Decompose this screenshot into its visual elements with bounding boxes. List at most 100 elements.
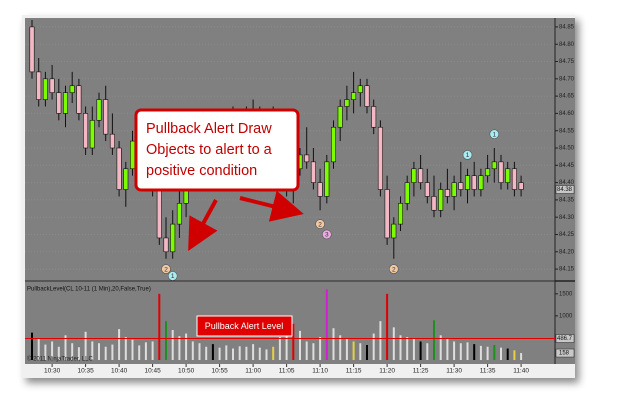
volume-bar [386,293,389,360]
candle-body [317,182,323,197]
volume-bar [218,347,221,360]
volume-bar [466,342,469,360]
y-tick-label: 84.85 [559,24,575,30]
candle-body [56,92,62,114]
candle-body [471,175,477,190]
candle-body [170,223,176,253]
last-price-label: 84.38 [557,187,573,193]
volume-bar [372,333,375,360]
volume-bar [104,346,107,360]
alert-level-value: 486.7 [557,336,573,342]
volume-bar [453,341,456,360]
candle-body [451,182,457,197]
candle-body [357,85,363,93]
volume-bar [138,345,141,360]
alert-level-box [555,334,575,343]
alert-marker [489,129,500,139]
volume-bar [392,327,395,360]
arrow [188,199,218,252]
volume-bar [57,346,60,360]
x-tick-label: 11:30 [446,368,462,375]
y-tick-label: 84.75 [559,59,575,65]
candle-body [344,99,350,107]
candle-body [123,168,129,190]
alert-level-label: Pullback Alert Level [196,315,293,337]
alert-marker-label: 2 [318,221,322,228]
x-tick-label: 10:40 [111,368,128,375]
x-tick-label: 10:30 [44,368,61,375]
alert-marker [462,150,473,160]
volume-bar [118,329,121,360]
volume-bar [299,330,301,360]
volume-bar [473,344,476,360]
volume-bar [71,343,74,360]
y-tick-label: 84.35 [559,197,575,203]
callout: Pullback Alert Draw Objects to alert to … [134,108,304,252]
volume-bar [419,341,422,360]
alert-marker [321,229,332,240]
candle-body [431,196,437,211]
volume-bar [359,343,362,360]
x-tick-label: 11:10 [312,368,328,375]
candle-body [330,126,336,163]
volume-bar [77,347,80,360]
volume-bar [258,347,261,360]
candle-body [505,168,511,183]
y-tick-label: 84.60 [559,111,575,117]
volume-bar [278,337,281,360]
candle-body [76,85,82,114]
alert-marker [167,271,178,281]
volume-bar [91,341,94,360]
candle-body [36,71,42,100]
candle-body [337,106,343,128]
volume-bar [111,344,114,360]
candle-body [83,113,89,149]
y-tick-label: 84.15 [559,267,575,273]
y-tick-label: 84.20 [559,249,575,255]
x-tick-label: 11:40 [513,368,529,375]
volume-bar [433,320,435,360]
volume-bar [31,332,33,360]
candle-body [458,182,464,190]
volume-bar [238,346,241,360]
alert-marker-label: 3 [325,232,329,239]
candle-body [304,154,310,163]
volume-bar [312,343,315,360]
volume-bar [151,341,154,360]
candle-body [491,161,497,170]
volume-bar [459,343,462,360]
volume-bar [265,349,268,360]
alert-marker-label: 2 [164,266,168,273]
candle-body [163,237,169,253]
candle-body [424,182,430,197]
volume-bar [412,338,415,360]
x-tick-label: 11:25 [413,368,429,375]
candle-body [310,161,316,183]
indicator-title: PullbackLevel(CL 10-11 (1 Min),20,False,… [27,287,151,293]
x-tick-label: 11:00 [245,368,261,375]
candle-body [371,106,377,128]
volume-bar [198,343,201,360]
candle-body [89,120,95,149]
volume-bar [379,321,382,360]
candle-body [324,161,330,197]
volume-bar [366,345,368,360]
volume-bar [332,328,335,360]
callout-box [134,108,300,192]
volume-bar [171,330,174,360]
volume-bar [493,345,496,360]
volume-bar [292,323,295,360]
volume-bar [84,331,87,360]
volume-bar [205,346,208,360]
volume-bar [191,341,194,360]
candle-body [116,147,122,190]
candle-body [377,126,383,190]
volume-bar [479,345,482,360]
candle-body [464,175,470,190]
alert-marker-label: 1 [171,273,175,280]
volume-bar [285,326,288,360]
volume-bar [98,343,100,360]
volume-bar [339,335,342,360]
volume-bar [211,344,214,360]
